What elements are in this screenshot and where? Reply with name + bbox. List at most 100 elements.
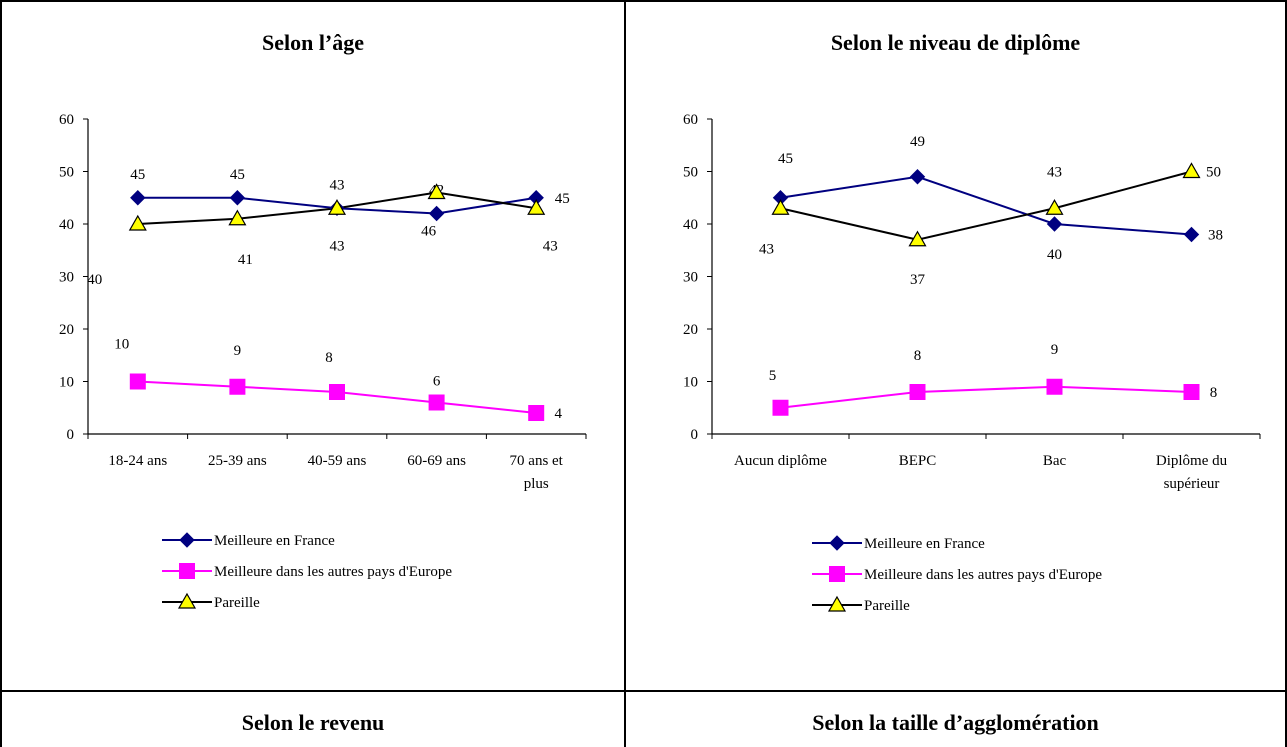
legend-marker bbox=[179, 532, 195, 548]
row-divider bbox=[0, 690, 1287, 692]
y-tick-label: 60 bbox=[59, 112, 74, 128]
x-tick-label: supérieur bbox=[1164, 476, 1220, 492]
data-point bbox=[772, 399, 789, 416]
series-line bbox=[780, 175, 1192, 236]
legend-label: Meilleure dans les autres pays d'Europe bbox=[864, 567, 1102, 583]
data-point bbox=[128, 214, 147, 231]
legend-label: Meilleure dans les autres pays d'Europe bbox=[214, 564, 452, 580]
x-tick-label: BEPC bbox=[899, 453, 937, 469]
data-label: 4 bbox=[554, 406, 562, 422]
data-point bbox=[909, 384, 926, 400]
panel-title-agglomeration: Selon la taille d’agglomération bbox=[812, 710, 1099, 735]
data-label: 45 bbox=[130, 167, 145, 183]
data-label: 43 bbox=[1047, 164, 1062, 180]
data-point bbox=[130, 190, 146, 206]
data-label: 6 bbox=[433, 374, 441, 390]
y-tick-label: 20 bbox=[59, 322, 74, 338]
x-tick-label: Diplôme du bbox=[1156, 453, 1228, 469]
outer-border-top bbox=[0, 0, 1287, 2]
data-point bbox=[327, 199, 347, 215]
data-label: 40 bbox=[87, 272, 102, 288]
data-point bbox=[229, 378, 246, 395]
chart-diploma: 0 10 20 30 40 50 60 Aucun diplôme BEPC Bac Diplôme… bbox=[683, 112, 1261, 614]
x-tick-label: Bac bbox=[1043, 453, 1067, 469]
data-label: 43 bbox=[330, 177, 345, 193]
data-label: 40 bbox=[1047, 247, 1062, 263]
panel-title-diploma: Selon le niveau de diplôme bbox=[830, 30, 1081, 55]
data-point bbox=[229, 190, 246, 206]
data-label: 8 bbox=[914, 348, 922, 364]
data-label: 43 bbox=[543, 238, 558, 254]
data-label: 10 bbox=[114, 337, 129, 353]
data-point bbox=[228, 209, 247, 226]
panel-title-income: Selon le revenu bbox=[241, 710, 385, 735]
y-tick-label: 10 bbox=[683, 375, 698, 391]
data-label: 49 bbox=[910, 134, 925, 150]
legend-label: Pareille bbox=[864, 598, 910, 614]
data-label: 8 bbox=[1210, 385, 1218, 401]
outer-border-right bbox=[1285, 0, 1287, 747]
legend-marker bbox=[177, 592, 197, 609]
legend-marker bbox=[179, 563, 195, 579]
data-point bbox=[527, 199, 546, 215]
x-tick-label: 25-39 ans bbox=[208, 453, 267, 469]
data-point bbox=[1182, 162, 1201, 179]
data-label: 43 bbox=[759, 241, 774, 257]
x-tick-label: plus bbox=[524, 476, 549, 492]
y-tick-label: 30 bbox=[59, 270, 74, 286]
y-tick-label: 60 bbox=[683, 112, 698, 128]
data-label: 46 bbox=[421, 224, 437, 240]
legend-marker bbox=[827, 595, 847, 612]
legend-marker bbox=[829, 566, 845, 582]
data-point bbox=[428, 205, 445, 222]
data-point bbox=[771, 199, 790, 215]
data-label: 45 bbox=[230, 167, 245, 183]
y-tick-label: 0 bbox=[67, 427, 75, 443]
x-tick-label: Aucun diplôme bbox=[734, 453, 827, 469]
data-point bbox=[908, 230, 927, 247]
series-line bbox=[780, 170, 1192, 241]
data-label: 50 bbox=[1206, 165, 1221, 181]
y-tick-label: 30 bbox=[683, 270, 698, 286]
y-tick-label: 50 bbox=[683, 165, 698, 181]
data-label: 41 bbox=[238, 252, 253, 268]
data-point bbox=[329, 384, 345, 400]
data-point bbox=[1045, 199, 1064, 215]
data-point bbox=[909, 169, 926, 185]
data-point bbox=[1183, 384, 1200, 400]
y-tick-label: 40 bbox=[683, 217, 698, 233]
data-point bbox=[528, 405, 545, 421]
data-label: 5 bbox=[769, 368, 777, 384]
data-label: 9 bbox=[1051, 342, 1059, 358]
data-point bbox=[1046, 216, 1063, 232]
data-label: 45 bbox=[778, 151, 793, 167]
y-tick-label: 10 bbox=[59, 375, 74, 391]
x-tick-label: 40-59 ans bbox=[308, 453, 367, 469]
y-tick-label: 40 bbox=[59, 217, 74, 233]
data-label: 45 bbox=[555, 191, 570, 207]
data-label: 38 bbox=[1208, 228, 1223, 244]
legend-label: Meilleure en France bbox=[214, 533, 335, 549]
x-tick-label: 18-24 ans bbox=[108, 453, 167, 469]
data-label: 8 bbox=[325, 350, 333, 366]
legend-marker bbox=[829, 535, 845, 551]
data-point bbox=[129, 373, 146, 390]
data-point bbox=[427, 183, 446, 200]
data-label: 43 bbox=[330, 238, 345, 254]
data-label: 37 bbox=[910, 272, 926, 288]
y-tick-label: 20 bbox=[683, 322, 698, 338]
data-point bbox=[1183, 226, 1200, 243]
legend-label: Pareille bbox=[214, 595, 260, 611]
outer-border-left bbox=[0, 0, 2, 747]
y-tick-label: 50 bbox=[59, 165, 74, 181]
x-tick-label: 60-69 ans bbox=[407, 453, 466, 469]
legend-label: Meilleure en France bbox=[864, 536, 985, 552]
panel-title-age: Selon l’âge bbox=[261, 30, 365, 55]
x-tick-label: 70 ans et bbox=[510, 453, 564, 469]
data-point bbox=[1046, 378, 1063, 395]
data-point bbox=[428, 394, 445, 411]
column-divider bbox=[624, 0, 626, 747]
y-tick-label: 0 bbox=[691, 427, 699, 443]
chart-age: 0 10 20 30 40 50 60 18-24 ans 25-39 ans 40-59 ans… bbox=[59, 112, 587, 611]
data-label: 9 bbox=[234, 343, 242, 359]
